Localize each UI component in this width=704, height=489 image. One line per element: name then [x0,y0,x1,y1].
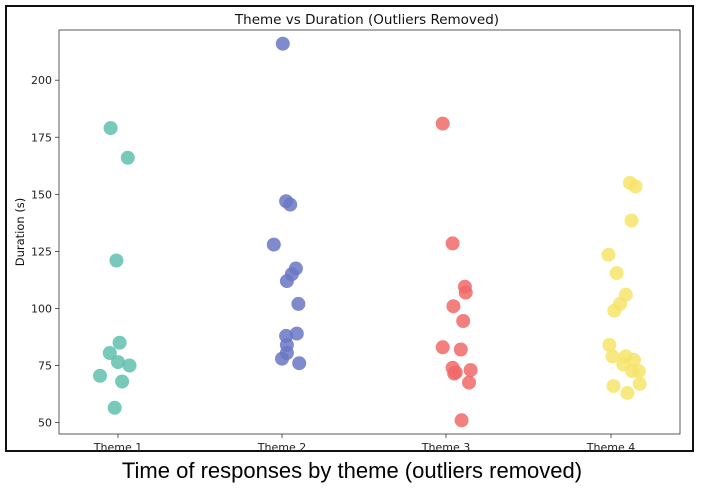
data-point [122,358,137,373]
data-point [462,375,476,390]
y-tick-label: 175 [31,131,52,144]
figure-caption: Time of responses by theme (outliers rem… [121,458,583,483]
data-point [456,314,471,328]
data-point [291,296,306,311]
data-point [627,352,641,367]
plot-area [58,29,681,435]
data-point [458,285,473,300]
chart-title: Theme vs Duration (Outliers Removed) [234,12,499,28]
y-tick-label: 100 [31,302,52,315]
data-point [289,326,304,341]
y-tick-label: 75 [38,360,52,373]
data-point [602,338,617,352]
data-point [463,363,478,378]
x-tick-label: Theme 3 [421,441,470,454]
data-point [283,197,298,212]
data-point [601,247,616,262]
data-point [112,335,127,350]
x-axis: Theme 1 Theme 2 Theme 3 Theme 4 [93,434,635,454]
y-axis: 50 75 100 125 150 175 200 [31,74,59,430]
y-tick-label: 200 [31,74,52,87]
data-point [275,351,289,366]
y-tick-label: 50 [38,417,52,430]
data-point [107,400,122,415]
x-tick-label: Theme 4 [586,441,635,454]
data-point [111,355,125,370]
data-point [454,413,469,428]
data-point [292,356,307,371]
data-point [266,237,281,252]
data-point [607,303,622,318]
data-point [448,365,463,380]
data-point [609,266,624,281]
data-point [120,150,135,165]
data-point [435,116,450,131]
data-point [631,364,646,379]
y-tick-label: 125 [31,245,52,258]
data-point [628,179,643,194]
data-point [618,287,633,302]
data-point [632,376,647,391]
data-point [115,374,130,389]
x-tick-label: Theme 1 [93,441,142,454]
data-point [445,236,460,251]
data-point [103,121,118,136]
data-point [620,385,635,400]
data-point [606,379,621,394]
data-point [102,346,117,360]
data-point [453,342,468,357]
data-point [275,36,290,51]
data-point [624,213,639,228]
data-points [93,36,647,428]
data-point [279,274,294,289]
y-axis-label: Duration (s) [13,198,27,267]
data-point [93,368,107,383]
data-point [435,340,450,355]
data-point [109,253,124,268]
y-tick-label: 150 [31,188,52,201]
x-tick-label: Theme 2 [257,441,306,454]
data-point [446,299,461,314]
data-point [605,349,620,364]
